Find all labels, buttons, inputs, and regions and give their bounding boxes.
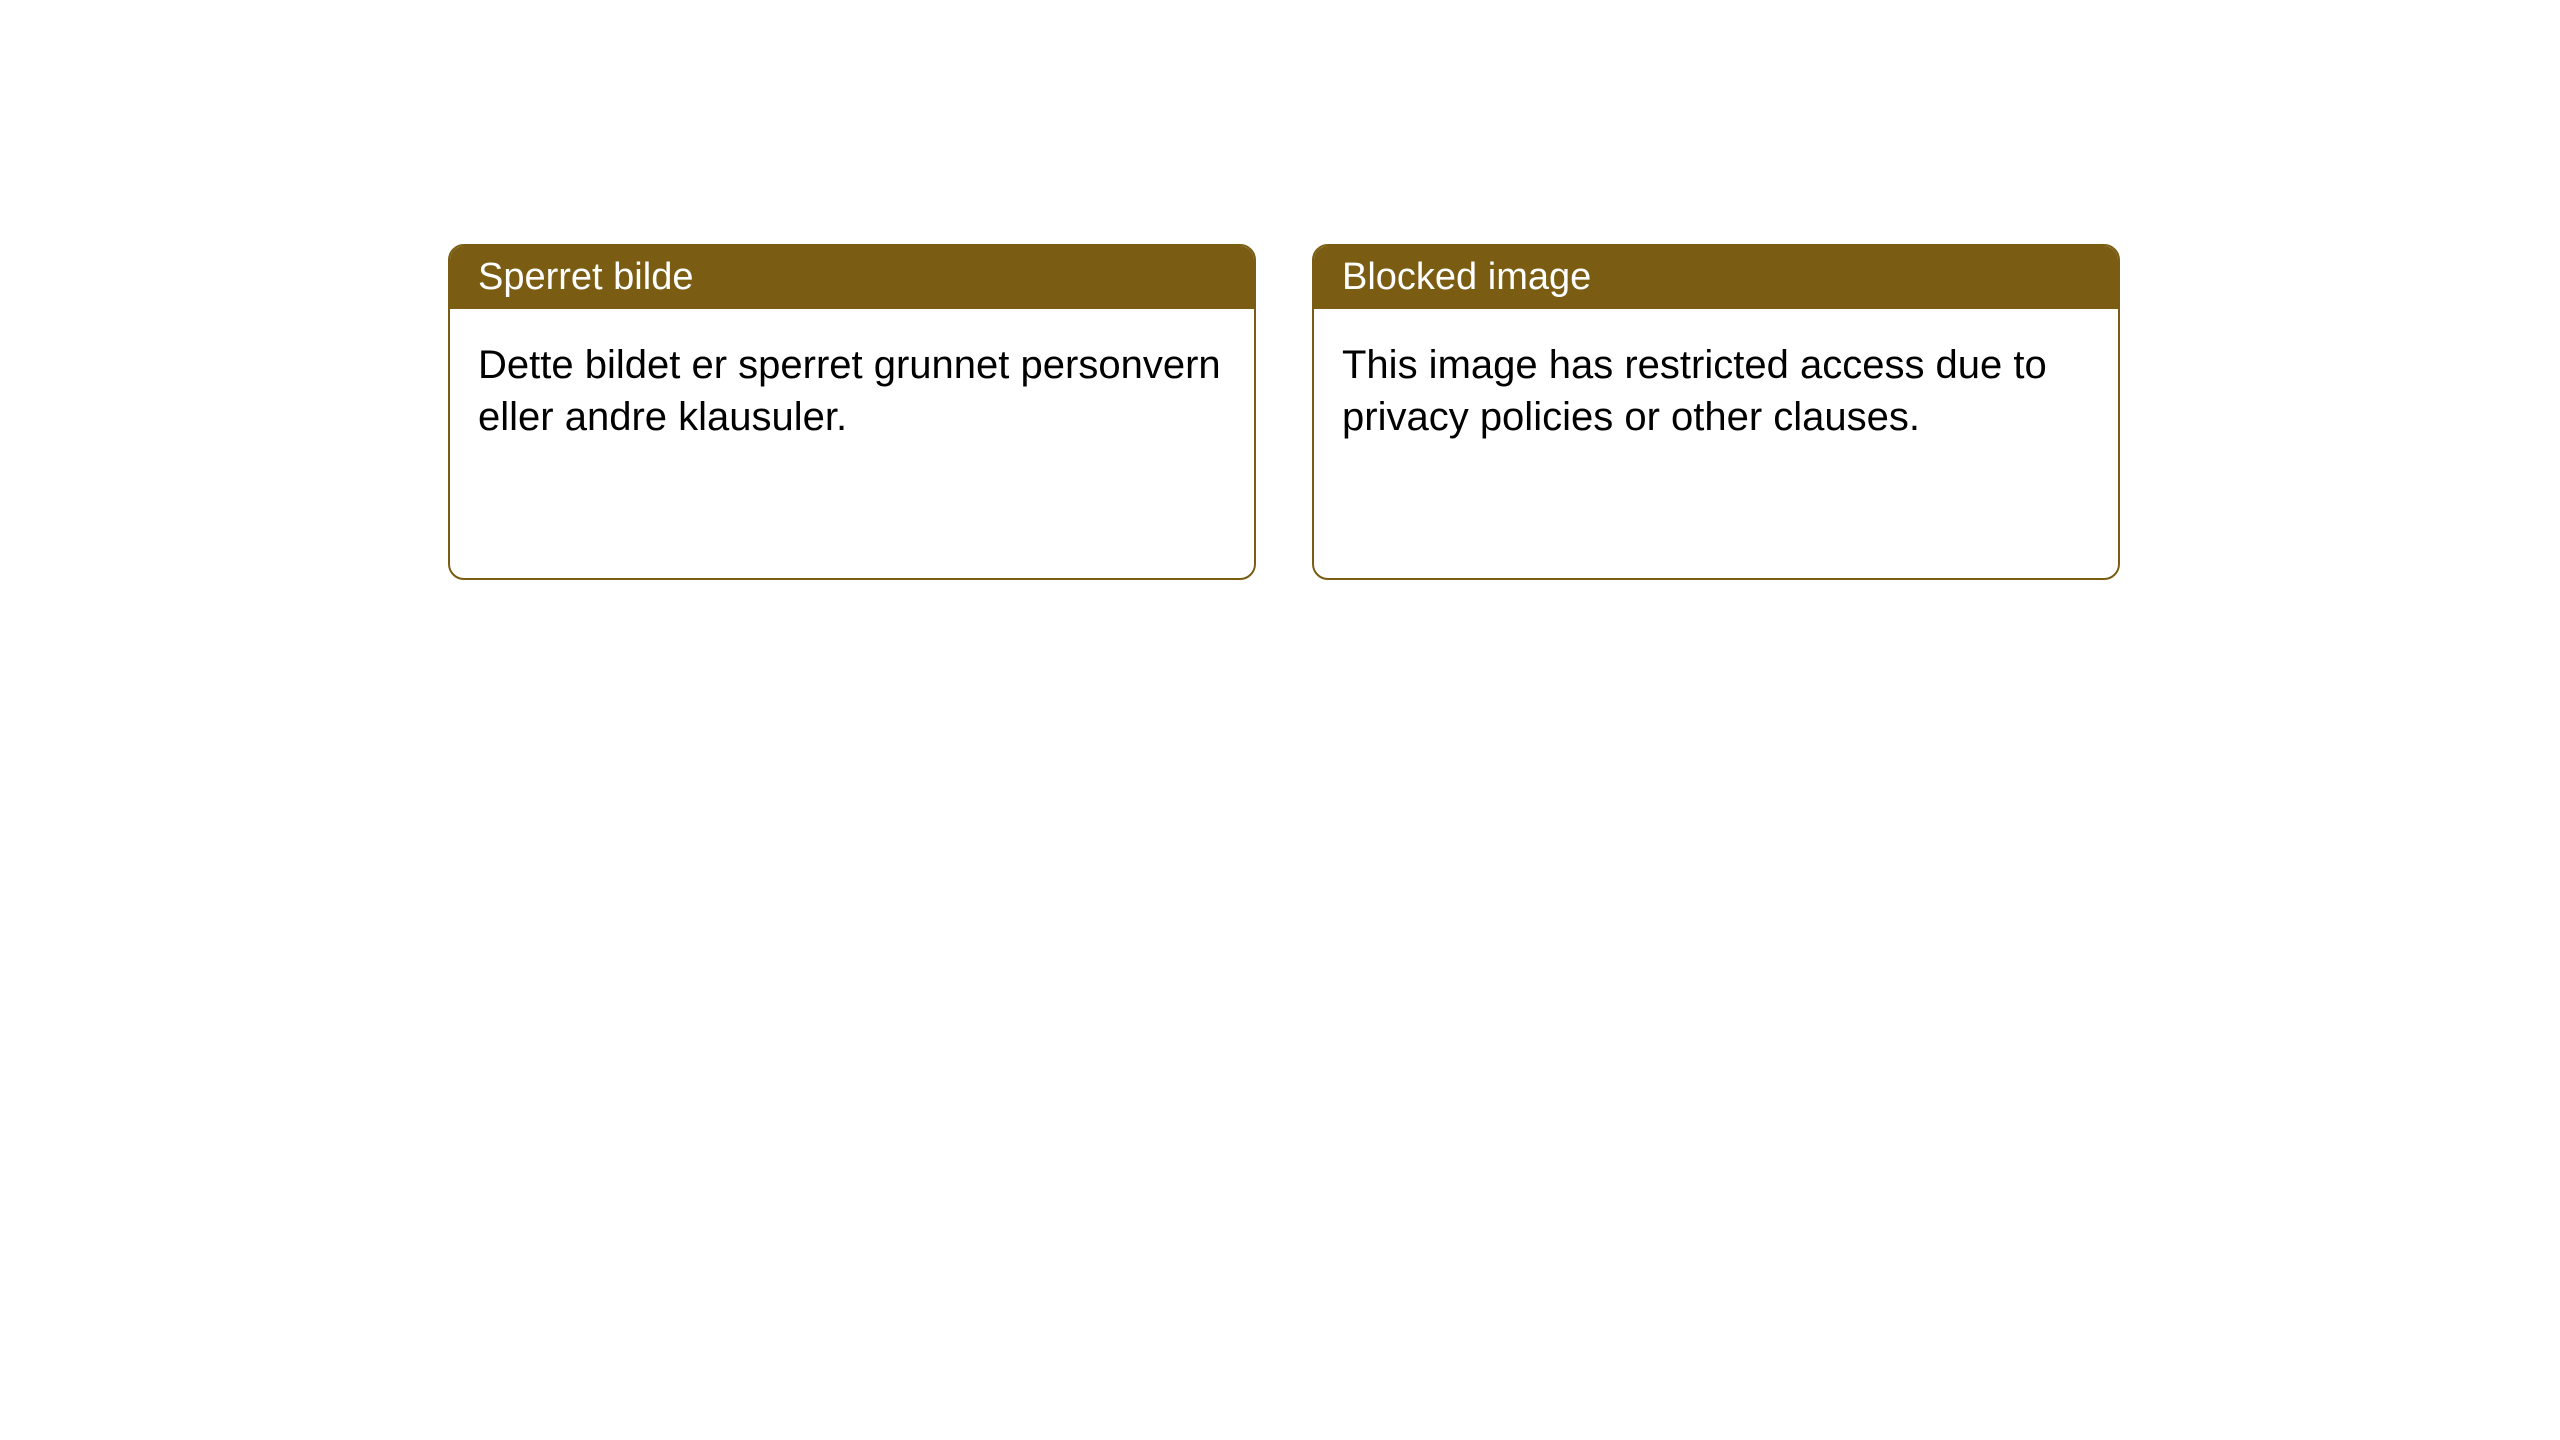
notice-card-english: Blocked image This image has restricted … [1312, 244, 2120, 580]
notice-title: Sperret bilde [478, 256, 693, 298]
notice-body: Dette bildet er sperret grunnet personve… [450, 309, 1254, 473]
notice-card-norwegian: Sperret bilde Dette bildet er sperret gr… [448, 244, 1256, 580]
notice-title: Blocked image [1342, 256, 1591, 298]
notice-body: This image has restricted access due to … [1314, 309, 2118, 473]
notice-container: Sperret bilde Dette bildet er sperret gr… [0, 0, 2560, 580]
notice-header: Sperret bilde [450, 246, 1254, 309]
notice-body-text: This image has restricted access due to … [1342, 343, 2047, 439]
notice-header: Blocked image [1314, 246, 2118, 309]
notice-body-text: Dette bildet er sperret grunnet personve… [478, 343, 1221, 439]
